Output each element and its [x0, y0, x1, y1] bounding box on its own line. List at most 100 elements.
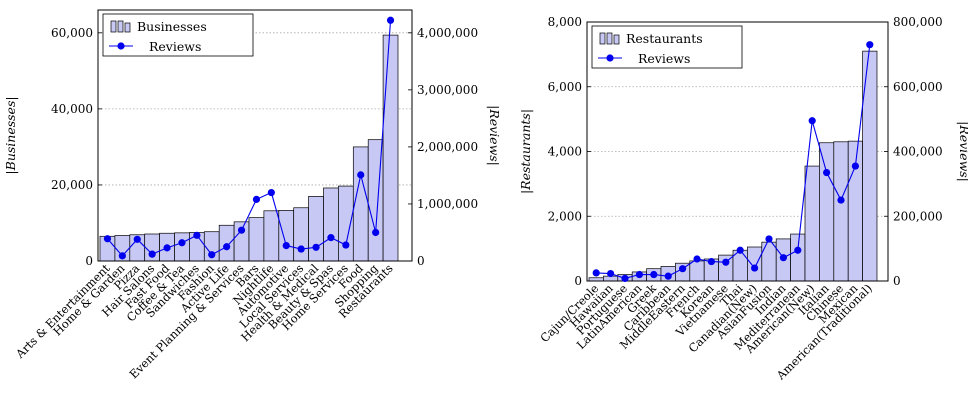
reviews-point	[837, 196, 845, 204]
reviews-point	[208, 251, 216, 259]
bar	[790, 233, 806, 282]
reviews-point	[736, 246, 744, 254]
reviews-point	[751, 264, 759, 272]
reviews-point	[163, 244, 171, 252]
legend: Businesses Reviews	[102, 13, 254, 57]
reviews-point	[621, 274, 629, 283]
category-label: Arts & Entertainment	[12, 261, 113, 362]
bar	[352, 146, 369, 262]
chart-2: 0 2,000 4,000 6,000 8,000 0 200,000 400,000 600,…	[518, 15, 968, 383]
bar	[293, 207, 309, 262]
y-tick-label: 20,000	[51, 178, 93, 192]
legend-bar-swatch	[124, 22, 131, 33]
bar	[833, 141, 849, 282]
plot-frame	[97, 9, 413, 262]
bar	[308, 195, 324, 262]
legend-box	[102, 13, 254, 57]
bar	[804, 165, 820, 282]
reviews-point	[133, 235, 141, 243]
reviews-point	[866, 41, 874, 49]
legend-bar-swatch	[599, 32, 606, 45]
y2-tick-label: 0	[417, 254, 425, 268]
y-tick-label: 4,000	[548, 145, 582, 159]
reviews-point	[765, 235, 773, 243]
y-axis-label: |Restaurants|	[518, 109, 533, 194]
y-tick-label: 40,000	[51, 102, 93, 116]
bar	[819, 142, 835, 282]
y2-tick-label: 400,000	[893, 145, 943, 159]
reviews-point	[372, 228, 380, 237]
chart-1: 0 20,000 40,000 60,000 0 1,000,000 2,000,000 3,…	[3, 9, 502, 381]
reviews-point	[650, 270, 658, 279]
reviews-point	[851, 162, 860, 170]
reviews-point	[118, 252, 126, 260]
reviews-point	[386, 16, 395, 24]
bar	[263, 210, 280, 262]
bar	[747, 246, 763, 282]
legend-label-bars: Businesses	[137, 19, 207, 34]
bar	[218, 224, 235, 262]
reviews-point	[267, 188, 275, 197]
reviews-point	[779, 254, 788, 262]
reviews-point	[794, 246, 802, 254]
reviews-point	[237, 226, 246, 234]
bar	[278, 210, 295, 262]
legend-label-reviews: Reviews	[149, 39, 201, 54]
y-tick-label: 0	[574, 274, 582, 288]
reviews-point	[327, 234, 335, 242]
reviews-point	[357, 171, 365, 179]
reviews-point	[592, 269, 600, 277]
reviews-point	[607, 269, 615, 278]
legend-bar-swatch	[117, 20, 124, 33]
reviews-point	[693, 255, 701, 263]
y2-tick-label: 200,000	[893, 209, 943, 223]
y2-tick-label: 800,000	[893, 15, 943, 29]
y2-tick-label: 2,000,000	[417, 140, 478, 154]
y2-tick-label: 1,000,000	[417, 197, 478, 211]
y-axis-label: |Businesses|	[3, 96, 18, 174]
reviews-point	[679, 265, 687, 273]
y-tick-label: 2,000	[548, 209, 582, 223]
legend-bar-swatch	[613, 34, 620, 45]
reviews-point	[635, 270, 644, 279]
y2-axis-label: |Reviews|	[487, 105, 502, 166]
reviews-point	[282, 241, 290, 250]
y2-tick-label: 4,000,000	[417, 26, 478, 40]
legend-point-swatch	[117, 42, 125, 50]
legend-bar-swatch	[606, 32, 613, 45]
reviews-point	[297, 245, 305, 253]
legend-label-bars: Restaurants	[626, 31, 703, 46]
reviews-point	[178, 239, 186, 247]
bar	[323, 187, 339, 262]
legend-label-reviews: Reviews	[638, 51, 690, 66]
reviews-point	[193, 231, 201, 239]
y2-axis-label: |Reviews|	[957, 121, 968, 182]
bar	[248, 217, 265, 262]
reviews-point	[808, 117, 816, 125]
legend-box	[591, 25, 743, 69]
reviews-point	[312, 243, 320, 251]
y2-tick-label: 3,000,000	[417, 83, 478, 97]
y-tick-label: 0	[85, 254, 93, 268]
reviews-point	[707, 257, 716, 266]
y-tick-label: 6,000	[548, 80, 582, 94]
y-tick-label: 8,000	[548, 15, 582, 29]
bar	[338, 185, 354, 262]
bar	[382, 34, 399, 262]
legend-point-swatch	[606, 54, 614, 62]
legend-bar-swatch	[110, 20, 117, 33]
y2-tick-label: 600,000	[893, 80, 943, 94]
reviews-point	[722, 258, 730, 266]
reviews-point	[823, 168, 831, 177]
legend: Restaurants Reviews	[591, 25, 743, 69]
bar	[689, 260, 705, 282]
reviews-point	[223, 243, 231, 251]
reviews-point	[252, 195, 261, 203]
bar	[174, 232, 190, 262]
y-tick-label: 60,000	[51, 26, 93, 40]
reviews-point	[103, 235, 112, 243]
reviews-point	[148, 250, 156, 258]
reviews-point	[342, 241, 350, 249]
reviews-point	[664, 272, 672, 280]
